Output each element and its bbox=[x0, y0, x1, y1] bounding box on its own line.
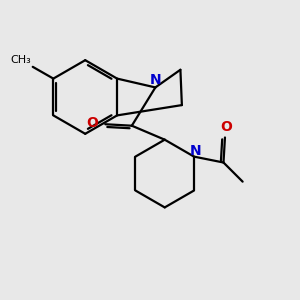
Text: O: O bbox=[86, 116, 98, 130]
Text: N: N bbox=[190, 144, 201, 158]
Text: CH₃: CH₃ bbox=[11, 55, 31, 65]
Text: N: N bbox=[150, 73, 161, 87]
Text: O: O bbox=[220, 120, 232, 134]
